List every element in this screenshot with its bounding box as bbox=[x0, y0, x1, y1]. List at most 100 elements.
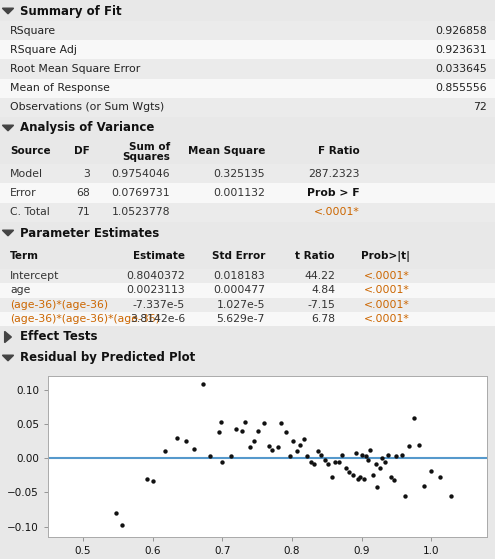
Point bbox=[232, 424, 240, 433]
Point bbox=[198, 380, 206, 389]
Text: F Ratio: F Ratio bbox=[318, 146, 360, 156]
Polygon shape bbox=[2, 230, 13, 236]
Point bbox=[227, 452, 235, 461]
Point bbox=[173, 433, 181, 442]
Bar bbox=[0, 21, 495, 40]
Point bbox=[447, 491, 455, 500]
Text: Analysis of Variance: Analysis of Variance bbox=[20, 121, 154, 135]
Text: RSquare: RSquare bbox=[10, 26, 56, 36]
Point bbox=[268, 446, 276, 454]
Point bbox=[384, 451, 392, 459]
Text: Squares: Squares bbox=[122, 152, 170, 162]
Text: Sum of: Sum of bbox=[129, 142, 170, 152]
Point bbox=[321, 455, 329, 464]
Y-axis label: ratio Residual: ratio Residual bbox=[0, 418, 3, 495]
Text: Observations (or Sum Wgts): Observations (or Sum Wgts) bbox=[10, 102, 164, 112]
Point bbox=[415, 440, 423, 449]
Bar bbox=[0, 79, 495, 98]
Text: (age-36)*(age-36)*(age-36): (age-36)*(age-36)*(age-36) bbox=[10, 314, 160, 324]
Point bbox=[335, 457, 343, 466]
Point bbox=[314, 447, 322, 456]
Point bbox=[260, 419, 268, 428]
Point bbox=[366, 446, 374, 454]
Text: Mean Square: Mean Square bbox=[188, 146, 265, 156]
Text: 1.027e-5: 1.027e-5 bbox=[216, 300, 265, 310]
Text: Std Error: Std Error bbox=[212, 251, 265, 261]
Bar bbox=[0, 98, 495, 117]
Text: Estimate: Estimate bbox=[133, 251, 185, 261]
Polygon shape bbox=[2, 125, 13, 131]
Point bbox=[206, 452, 214, 461]
Bar bbox=[0, 138, 495, 164]
Text: Error: Error bbox=[10, 188, 37, 198]
Text: 0.9754046: 0.9754046 bbox=[111, 169, 170, 179]
Text: 0.000477: 0.000477 bbox=[213, 286, 265, 295]
Bar bbox=[0, 243, 495, 269]
Bar bbox=[0, 164, 495, 183]
Point bbox=[328, 473, 336, 482]
Text: 0.923631: 0.923631 bbox=[436, 45, 487, 55]
Point bbox=[354, 474, 362, 483]
Text: -7.337e-5: -7.337e-5 bbox=[133, 300, 185, 310]
Point bbox=[357, 451, 365, 459]
Point bbox=[373, 482, 381, 491]
Point bbox=[282, 428, 290, 437]
Point bbox=[342, 464, 350, 473]
Point bbox=[289, 437, 297, 446]
Polygon shape bbox=[4, 331, 11, 343]
Text: Prob>|t|: Prob>|t| bbox=[361, 250, 410, 262]
Point bbox=[215, 428, 223, 437]
Point bbox=[362, 452, 370, 461]
Text: Summary of Fit: Summary of Fit bbox=[20, 4, 122, 17]
Point bbox=[217, 418, 225, 427]
Text: Parameter Estimates: Parameter Estimates bbox=[20, 226, 159, 239]
Text: 0.855556: 0.855556 bbox=[436, 83, 487, 93]
Point bbox=[310, 459, 318, 468]
Text: Term: Term bbox=[10, 251, 39, 261]
Text: C. Total: C. Total bbox=[10, 207, 50, 217]
Text: 3.8142e-6: 3.8142e-6 bbox=[130, 314, 185, 324]
Point bbox=[218, 457, 226, 466]
Point bbox=[352, 448, 360, 457]
Bar bbox=[0, 312, 495, 326]
Text: Source: Source bbox=[10, 146, 50, 156]
Text: 287.2323: 287.2323 bbox=[308, 169, 360, 179]
Text: Prob > F: Prob > F bbox=[307, 188, 360, 198]
Point bbox=[398, 451, 406, 459]
Text: <.0001*: <.0001* bbox=[364, 286, 410, 295]
Text: 0.926858: 0.926858 bbox=[436, 26, 487, 36]
Point bbox=[294, 446, 301, 455]
Point bbox=[387, 473, 395, 482]
Point bbox=[161, 447, 169, 456]
Point bbox=[265, 442, 273, 451]
Polygon shape bbox=[2, 8, 13, 14]
Point bbox=[331, 457, 339, 466]
Text: Effect Tests: Effect Tests bbox=[20, 330, 98, 343]
Point bbox=[317, 451, 325, 460]
Bar bbox=[0, 297, 495, 312]
Text: (age-36)*(age-36): (age-36)*(age-36) bbox=[10, 300, 108, 310]
Point bbox=[420, 481, 428, 490]
Point bbox=[297, 440, 304, 449]
Point bbox=[345, 467, 353, 476]
Point bbox=[274, 443, 282, 452]
Text: DF: DF bbox=[74, 146, 90, 156]
Bar bbox=[0, 183, 495, 203]
Point bbox=[307, 457, 315, 466]
Point bbox=[277, 418, 285, 427]
Point bbox=[148, 476, 156, 485]
Point bbox=[191, 445, 198, 454]
Text: -7.15: -7.15 bbox=[307, 300, 335, 310]
Text: <.0001*: <.0001* bbox=[364, 271, 410, 281]
Point bbox=[364, 456, 372, 465]
Bar bbox=[0, 40, 495, 59]
Point bbox=[338, 451, 346, 459]
Point bbox=[182, 437, 190, 446]
Point bbox=[393, 452, 400, 461]
Point bbox=[369, 471, 377, 480]
Text: 3: 3 bbox=[83, 169, 90, 179]
Point bbox=[360, 474, 368, 483]
Text: 44.22: 44.22 bbox=[304, 271, 335, 281]
Point bbox=[241, 418, 248, 427]
Bar bbox=[0, 59, 495, 79]
